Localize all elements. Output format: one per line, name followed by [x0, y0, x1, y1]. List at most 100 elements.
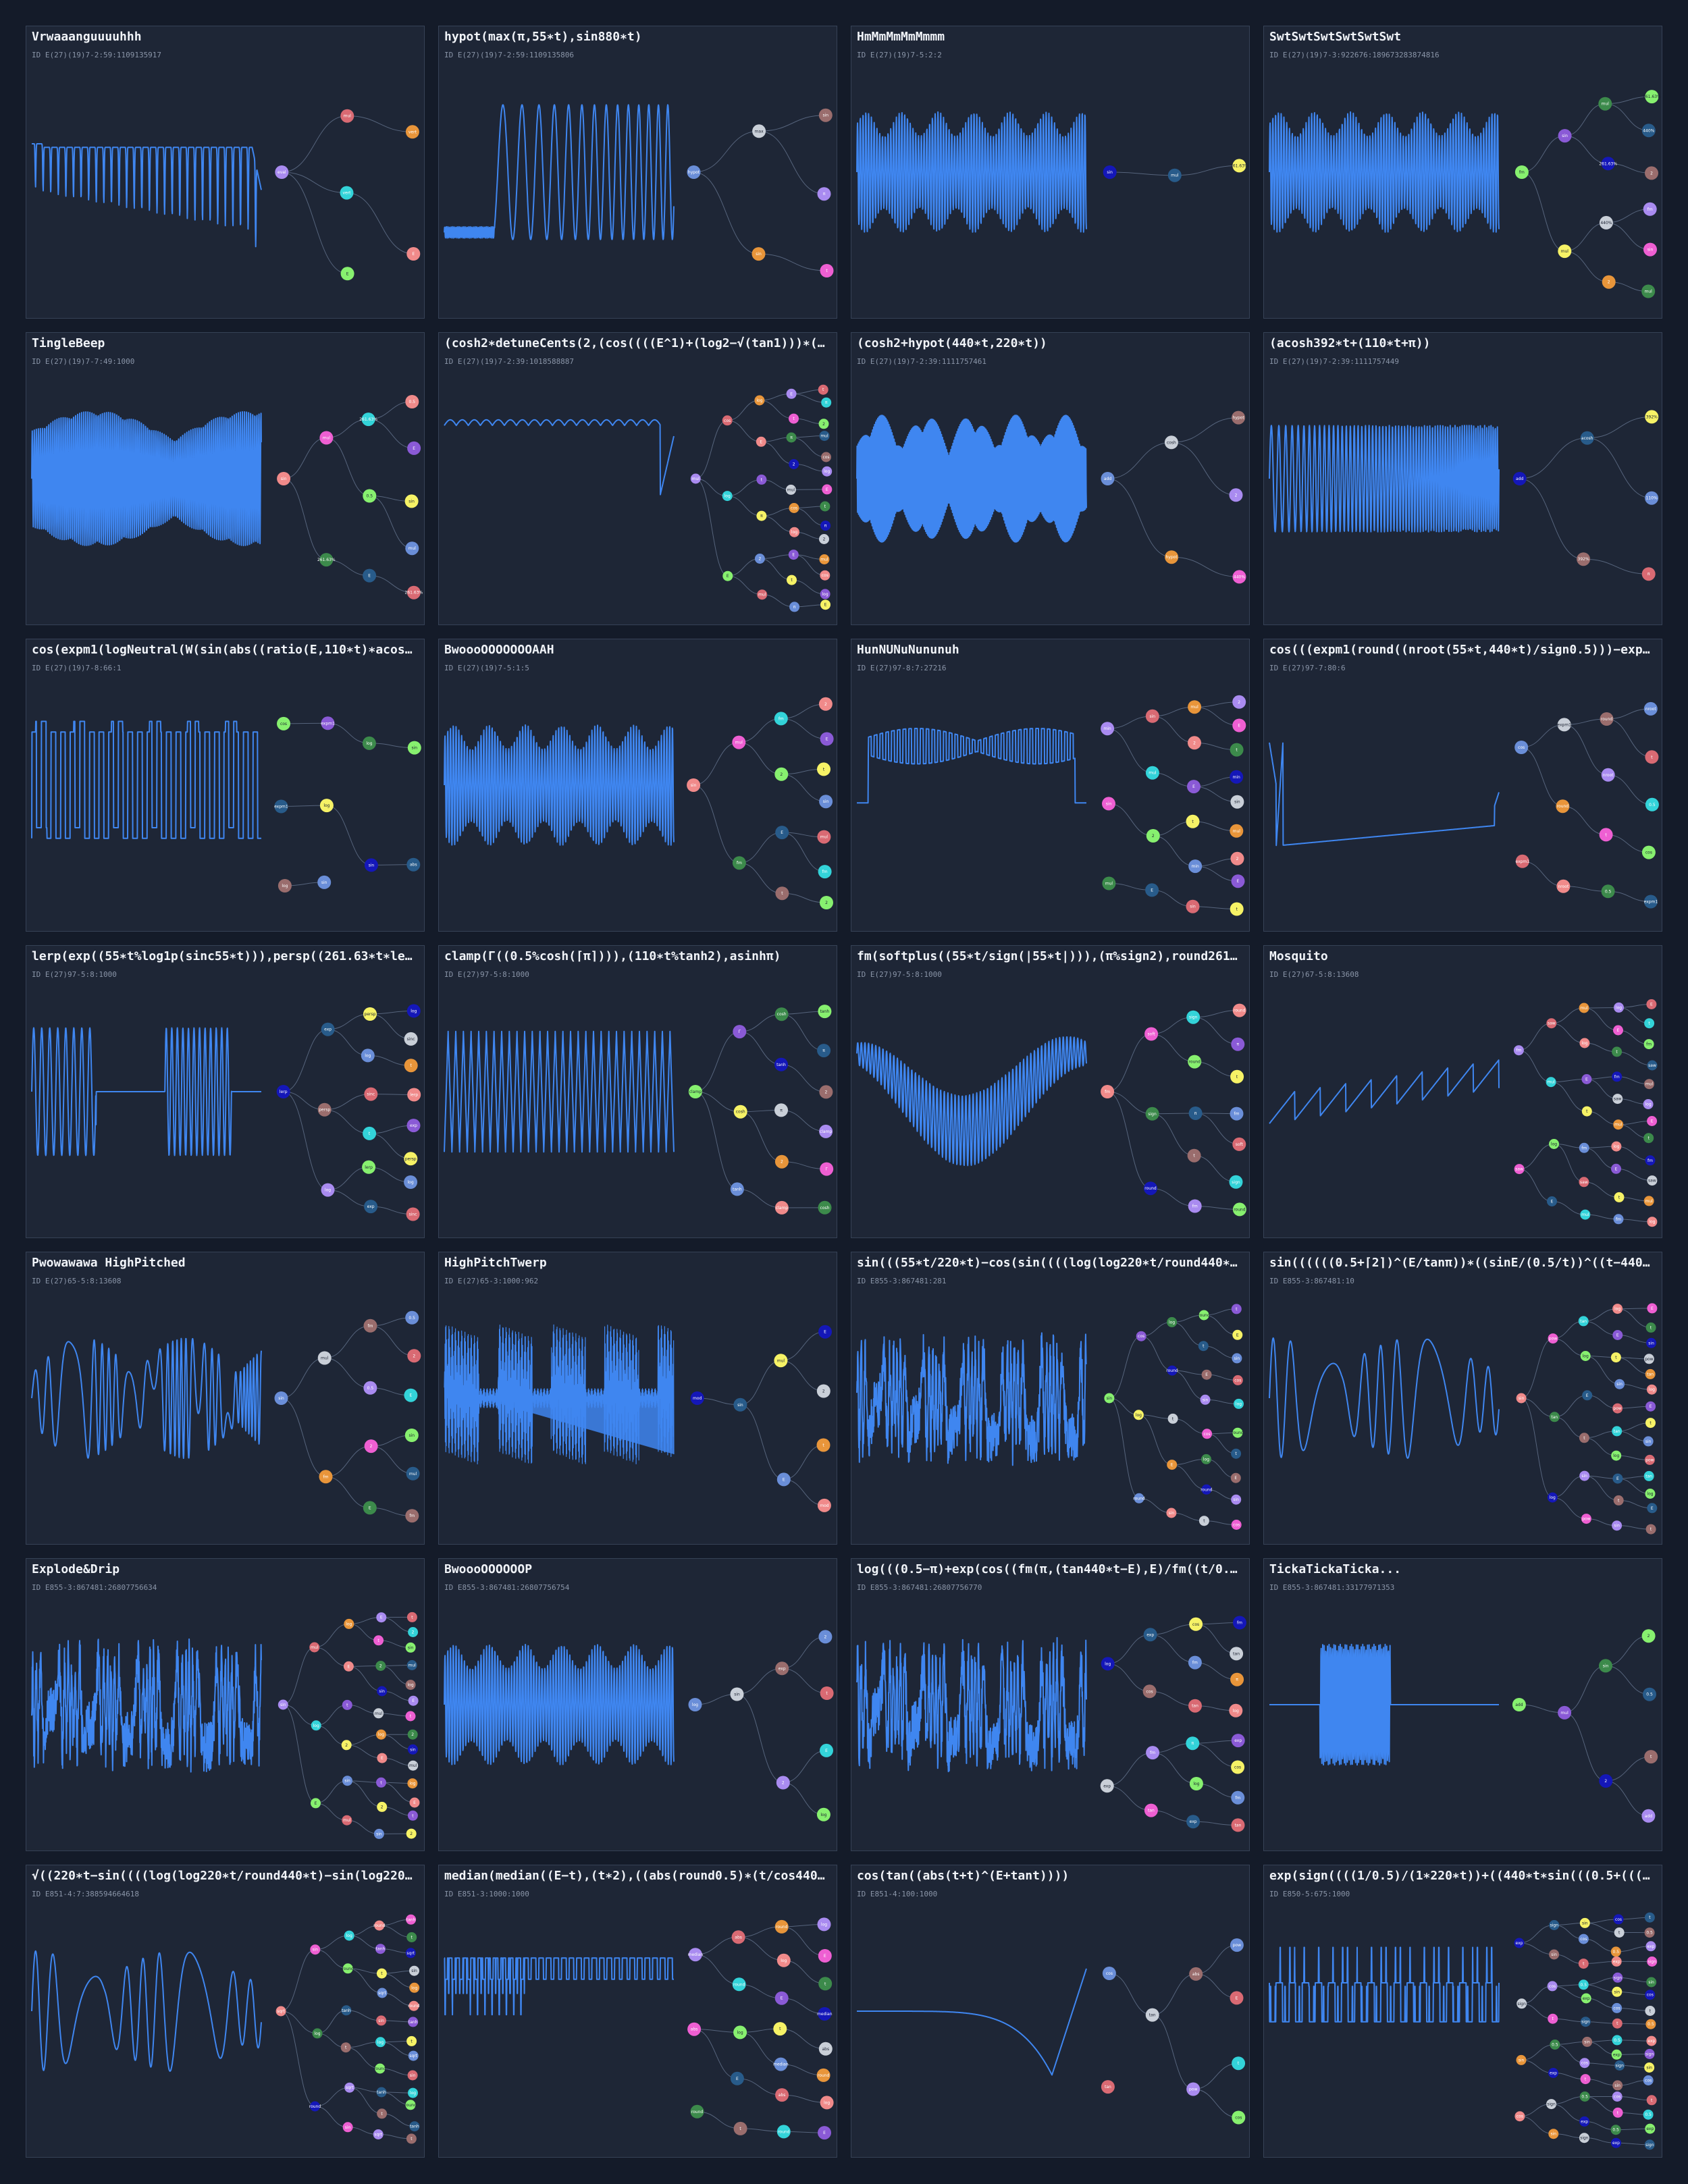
- expression-node[interactable]: log: [1612, 1304, 1623, 1314]
- expression-node[interactable]: round: [374, 2063, 386, 2074]
- expression-node[interactable]: t: [1610, 1352, 1621, 1363]
- expression-node[interactable]: log: [816, 1807, 830, 1821]
- expression-node[interactable]: t: [1187, 1148, 1201, 1163]
- expression-node[interactable]: t: [817, 762, 830, 776]
- expression-node[interactable]: sin: [404, 1429, 419, 1442]
- expression-node[interactable]: fm: [818, 865, 832, 879]
- expression-node[interactable]: expm1: [1515, 854, 1529, 868]
- expression-card[interactable]: cos expm1 expm1 round nroot round nroot t 0.5 nro…: [1263, 639, 1662, 932]
- expression-node[interactable]: log: [1646, 1384, 1657, 1395]
- expression-node[interactable]: t: [775, 886, 789, 901]
- expression-node[interactable]: tan: [1578, 1316, 1589, 1327]
- expression-node[interactable]: fm: [774, 712, 788, 726]
- expression-node[interactable]: lerp: [407, 1088, 421, 1102]
- expression-node[interactable]: E: [343, 1661, 354, 1672]
- expression-node[interactable]: pow: [1643, 1354, 1654, 1364]
- expression-node[interactable]: t: [1231, 1304, 1242, 1314]
- expression-node[interactable]: t: [1612, 2107, 1623, 2118]
- expression-node[interactable]: mul: [1598, 97, 1612, 111]
- expression-node[interactable]: π: [820, 521, 831, 531]
- expression-node[interactable]: t: [1548, 2013, 1558, 2024]
- expression-node[interactable]: sin: [310, 1944, 321, 1955]
- expression-node[interactable]: pow: [1230, 1938, 1244, 1952]
- expression-node[interactable]: 2: [818, 419, 829, 429]
- expression-node[interactable]: round: [342, 1963, 354, 1974]
- expression-node[interactable]: fm: [1230, 1107, 1244, 1121]
- expression-node[interactable]: 261.63%: [405, 585, 423, 600]
- expression-card[interactable]: log exp exp cos fm tan cos fm tan π log exp fm tan π lo…: [851, 1558, 1250, 1851]
- expression-node[interactable]: sin: [1102, 797, 1115, 811]
- expression-node[interactable]: cos: [1102, 1967, 1116, 1980]
- expression-node[interactable]: 110%: [1645, 491, 1659, 505]
- expression-node[interactable]: sin: [277, 472, 291, 485]
- expression-node[interactable]: fm: [1579, 1142, 1589, 1153]
- expression-node[interactable]: sin: [407, 1744, 418, 1755]
- expression-node[interactable]: sin: [1549, 1949, 1560, 1960]
- expression-node[interactable]: sin: [373, 1828, 384, 1839]
- expression-node[interactable]: vert: [405, 125, 419, 139]
- expression-node[interactable]: 2: [408, 1627, 419, 1637]
- expression-node[interactable]: tan: [1643, 1470, 1654, 1481]
- expression-node[interactable]: E: [822, 484, 833, 495]
- expression-node[interactable]: Γ: [820, 1162, 834, 1176]
- expression-node[interactable]: t: [789, 413, 799, 424]
- expression-node[interactable]: sin: [1166, 1508, 1177, 1518]
- expression-node[interactable]: E: [1647, 1303, 1658, 1314]
- expression-node[interactable]: sin: [1548, 2129, 1559, 2139]
- expression-node[interactable]: E: [1647, 1503, 1658, 1514]
- expression-node[interactable]: tanh: [341, 2005, 352, 2016]
- expression-node[interactable]: 392%: [1645, 410, 1659, 424]
- expression-node[interactable]: 2: [1188, 736, 1201, 750]
- expression-node[interactable]: 0.5: [1601, 884, 1615, 899]
- expression-node[interactable]: π: [1641, 567, 1656, 581]
- expression-node[interactable]: t: [406, 2133, 417, 2144]
- expression-node[interactable]: round: [1198, 1310, 1210, 1321]
- expression-node[interactable]: E: [820, 1743, 833, 1757]
- expression-node[interactable]: t: [363, 1126, 377, 1140]
- expression-node[interactable]: cosh: [818, 1200, 832, 1215]
- expression-card[interactable]: fm sin mul mul 261.63% 440% 2 261.63% 440% 2 fm sin…: [1263, 26, 1662, 319]
- expression-node[interactable]: E: [1230, 1472, 1241, 1483]
- expression-node[interactable]: nroot: [1601, 768, 1615, 782]
- expression-node[interactable]: E: [1613, 1025, 1623, 1036]
- expression-node[interactable]: E: [1611, 1163, 1621, 1174]
- expression-node[interactable]: 261.63%: [1643, 90, 1661, 104]
- expression-node[interactable]: tanh: [818, 1005, 832, 1019]
- expression-node[interactable]: exp: [1581, 1993, 1591, 2004]
- expression-node[interactable]: sin: [819, 795, 833, 809]
- expression-node[interactable]: π: [1231, 1037, 1245, 1051]
- expression-node[interactable]: tanh: [406, 1914, 417, 1925]
- expression-node[interactable]: exp: [406, 1119, 421, 1133]
- expression-node[interactable]: cos: [1514, 741, 1529, 754]
- expression-node[interactable]: mul: [1579, 1003, 1589, 1013]
- expression-node[interactable]: mul: [1643, 1196, 1654, 1206]
- expression-node[interactable]: t: [818, 384, 828, 395]
- expression-node[interactable]: sqrt: [373, 2129, 384, 2139]
- expression-node[interactable]: exp: [1514, 1938, 1525, 1948]
- expression-node[interactable]: sin: [1582, 2036, 1593, 2047]
- expression-node[interactable]: E: [756, 436, 766, 447]
- expression-node[interactable]: sin: [818, 108, 833, 122]
- expression-node[interactable]: sign: [1647, 1956, 1658, 1967]
- expression-node[interactable]: log: [1580, 1351, 1591, 1361]
- expression-node[interactable]: log: [1201, 1454, 1211, 1464]
- expression-node[interactable]: 2: [1641, 1629, 1656, 1643]
- expression-node[interactable]: min: [1188, 859, 1203, 874]
- expression-node[interactable]: log: [822, 466, 833, 477]
- expression-node[interactable]: E: [774, 1991, 789, 2005]
- expression-node[interactable]: E: [818, 1949, 832, 1963]
- expression-node[interactable]: sqrt: [275, 2006, 286, 2017]
- expression-node[interactable]: round: [404, 2100, 417, 2110]
- expression-node[interactable]: sin: [1599, 1659, 1612, 1673]
- expression-node[interactable]: fm: [319, 1470, 333, 1484]
- expression-node[interactable]: 261.63%: [1230, 159, 1248, 173]
- expression-node[interactable]: sin: [1231, 1494, 1242, 1505]
- expression-node[interactable]: E: [818, 2126, 831, 2140]
- expression-node[interactable]: mul: [1580, 1209, 1591, 1220]
- expression-node[interactable]: abs: [1189, 1967, 1203, 1981]
- expression-node[interactable]: sin: [1643, 1436, 1654, 1447]
- expression-node[interactable]: t: [773, 2022, 787, 2036]
